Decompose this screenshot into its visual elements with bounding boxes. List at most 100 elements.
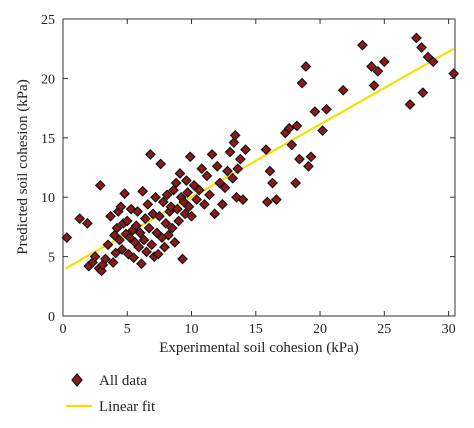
data-point bbox=[130, 220, 142, 232]
data-point bbox=[196, 163, 208, 175]
data-point bbox=[264, 165, 276, 177]
x-axis-label: Experimental soil cohesion (kPa) bbox=[159, 340, 359, 356]
data-point bbox=[372, 65, 384, 77]
data-point bbox=[206, 149, 218, 160]
data-point bbox=[100, 253, 111, 265]
data-point bbox=[183, 201, 195, 213]
x-tick-label: 5 bbox=[124, 322, 131, 337]
legend-label-all-data: All data bbox=[99, 373, 147, 389]
data-point bbox=[139, 213, 151, 224]
data-point bbox=[303, 160, 314, 172]
data-point bbox=[186, 210, 197, 222]
data-point bbox=[267, 177, 278, 189]
data-point bbox=[448, 68, 460, 80]
data-point bbox=[110, 247, 122, 259]
data-point bbox=[160, 217, 172, 229]
data-point bbox=[89, 251, 101, 262]
y-tick-label: 5 bbox=[48, 251, 55, 266]
y-tick-label: 10 bbox=[41, 191, 55, 206]
data-point bbox=[145, 149, 156, 160]
data-point bbox=[305, 151, 317, 163]
data-point bbox=[261, 196, 273, 208]
x-tick-label: 0 bbox=[60, 322, 67, 337]
data-point bbox=[119, 188, 131, 200]
data-point bbox=[219, 182, 231, 194]
data-point bbox=[309, 106, 321, 118]
data-point bbox=[102, 239, 114, 251]
data-point bbox=[201, 170, 213, 182]
data-point bbox=[128, 252, 140, 264]
data-point bbox=[143, 222, 155, 234]
data-point bbox=[234, 153, 246, 165]
data-point bbox=[427, 56, 439, 68]
data-point bbox=[204, 189, 215, 201]
data-point bbox=[146, 239, 158, 251]
data-point bbox=[193, 184, 205, 196]
data-point bbox=[154, 210, 165, 222]
data-point bbox=[152, 248, 164, 260]
y-axis-ticks: 0 5 10 15 20 25 bbox=[41, 13, 455, 325]
x-axis-ticks: 0 5 10 15 20 25 30 bbox=[60, 19, 456, 337]
data-point bbox=[169, 236, 181, 248]
data-point bbox=[123, 248, 134, 260]
data-point bbox=[107, 257, 119, 268]
data-point bbox=[105, 210, 116, 222]
data-point bbox=[229, 130, 241, 141]
data-point bbox=[150, 191, 161, 203]
data-points bbox=[61, 32, 460, 277]
plot-frame bbox=[62, 18, 456, 317]
data-point bbox=[270, 194, 282, 205]
data-point bbox=[337, 84, 349, 96]
data-point bbox=[291, 120, 303, 132]
data-point bbox=[404, 99, 416, 110]
data-point bbox=[181, 175, 192, 186]
data-point bbox=[321, 103, 332, 115]
data-point bbox=[137, 185, 149, 197]
data-point bbox=[142, 198, 154, 210]
x-tick-label: 20 bbox=[313, 322, 327, 337]
data-point bbox=[411, 32, 422, 44]
data-point bbox=[172, 203, 183, 215]
data-point bbox=[161, 189, 173, 201]
data-point bbox=[357, 39, 368, 51]
x-tick-label: 15 bbox=[249, 322, 263, 337]
x-tick-label: 30 bbox=[442, 322, 456, 337]
data-point bbox=[155, 158, 167, 170]
data-point bbox=[184, 151, 196, 163]
data-point bbox=[191, 194, 203, 205]
data-point bbox=[182, 187, 194, 198]
data-point bbox=[157, 196, 169, 208]
data-point bbox=[74, 213, 86, 224]
data-point bbox=[115, 201, 127, 213]
legend: All data Linear fit bbox=[66, 373, 156, 415]
data-point bbox=[300, 61, 312, 72]
data-point bbox=[177, 253, 188, 265]
y-axis-label: Predicted soil cohesion (kPa) bbox=[15, 79, 31, 254]
data-point bbox=[317, 125, 328, 137]
data-point bbox=[166, 222, 178, 234]
data-point bbox=[227, 172, 239, 184]
data-point bbox=[132, 206, 143, 217]
data-point bbox=[111, 222, 123, 234]
data-point bbox=[114, 234, 125, 246]
data-point bbox=[240, 144, 251, 156]
data-point bbox=[286, 139, 298, 151]
data-point bbox=[61, 232, 73, 243]
y-tick-label: 25 bbox=[41, 13, 55, 28]
legend-label-linear-fit: Linear fit bbox=[99, 399, 156, 415]
legend-marker-all-data bbox=[71, 373, 83, 387]
data-point bbox=[82, 217, 93, 229]
data-point bbox=[170, 177, 182, 189]
data-point bbox=[216, 198, 228, 210]
data-point bbox=[138, 234, 150, 246]
y-tick-label: 0 bbox=[48, 310, 55, 325]
data-point bbox=[366, 61, 377, 72]
data-point bbox=[296, 77, 308, 89]
data-point bbox=[228, 137, 240, 148]
x-tick-label: 25 bbox=[377, 322, 391, 337]
data-point bbox=[174, 168, 186, 179]
data-point bbox=[224, 146, 236, 158]
data-point bbox=[417, 87, 429, 99]
data-point bbox=[260, 144, 272, 156]
